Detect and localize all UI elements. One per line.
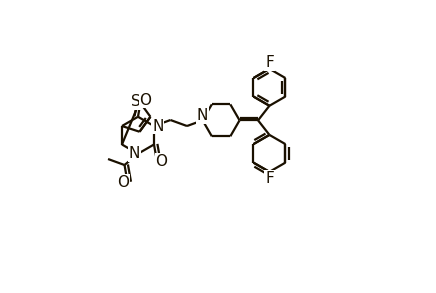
Text: N: N [129, 146, 140, 161]
Text: O: O [117, 175, 129, 190]
Text: N: N [152, 119, 164, 134]
Text: O: O [140, 93, 152, 108]
Text: S: S [131, 94, 140, 109]
Text: N: N [197, 108, 208, 123]
Text: F: F [265, 55, 274, 70]
Text: O: O [156, 154, 167, 169]
Text: F: F [265, 171, 274, 185]
